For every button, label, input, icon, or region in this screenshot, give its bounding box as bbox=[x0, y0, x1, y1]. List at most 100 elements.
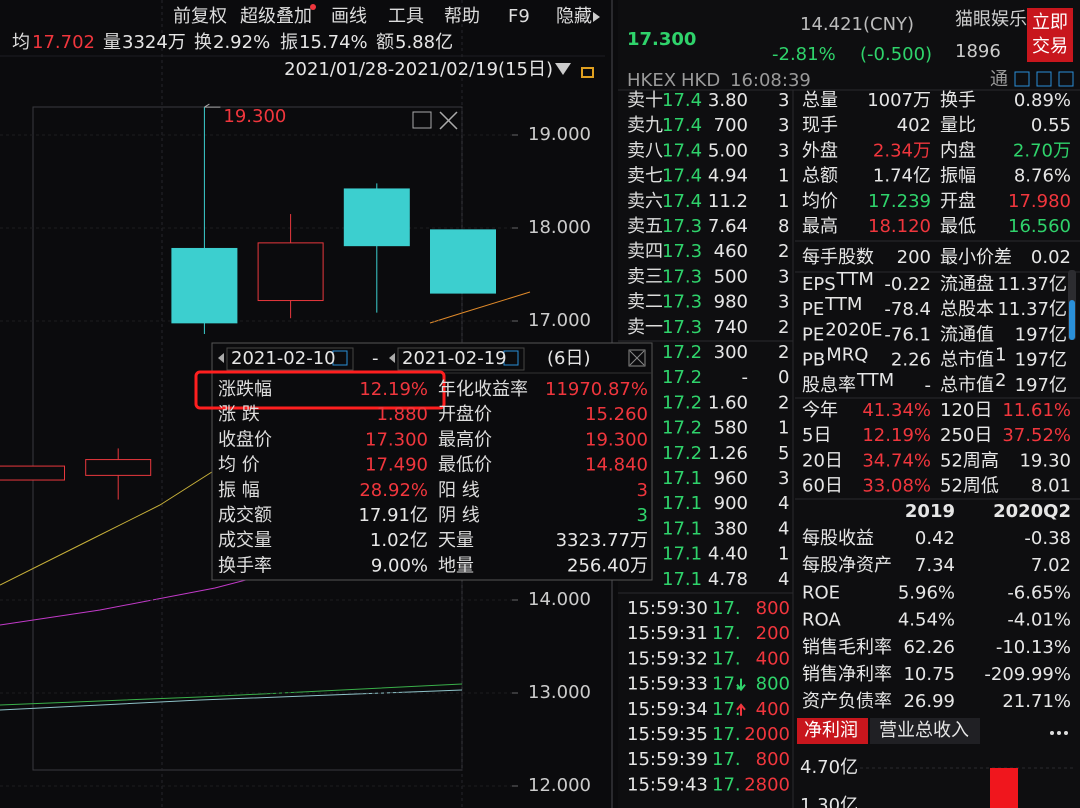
close-icon[interactable] bbox=[439, 111, 458, 130]
date-input[interactable] bbox=[397, 347, 525, 371]
tab-label[interactable]: 净利润 bbox=[804, 720, 858, 741]
ask-volume: 700 bbox=[714, 115, 748, 136]
toolbar-item[interactable]: 工具 bbox=[388, 6, 424, 27]
ask-count: 8 bbox=[778, 216, 789, 237]
tab-active[interactable] bbox=[797, 718, 868, 744]
fin-value: -4.01% bbox=[1007, 610, 1071, 631]
right-panel-bg bbox=[618, 0, 1080, 808]
trade-button[interactable] bbox=[1027, 8, 1073, 62]
collapse-arrow[interactable] bbox=[593, 12, 600, 22]
more-dot[interactable] bbox=[1057, 731, 1061, 735]
calendar-icon[interactable] bbox=[503, 350, 519, 366]
lot-value: 200 bbox=[897, 247, 931, 268]
fin-header: 2019 bbox=[905, 501, 955, 522]
return-value: 8.01 bbox=[1031, 476, 1071, 497]
tab-label[interactable]: 营业总收入 bbox=[879, 720, 969, 741]
bid-price: 17.1 bbox=[662, 544, 702, 565]
connect-badge: 通 bbox=[990, 69, 1008, 90]
superscript: 2 bbox=[995, 370, 1006, 391]
fin-value: 4.54% bbox=[898, 610, 955, 631]
toolbar-item[interactable]: 画线 bbox=[331, 6, 367, 27]
stat-value: 17.490 bbox=[365, 455, 428, 476]
stat-value: 1.02亿 bbox=[370, 530, 428, 551]
trade-time: 15:59:30 bbox=[627, 598, 708, 619]
valuation-value: 11.37亿 bbox=[997, 274, 1067, 295]
tab[interactable] bbox=[870, 718, 980, 744]
tool-icon[interactable] bbox=[1036, 71, 1052, 87]
ask-price: 17.4 bbox=[662, 115, 702, 136]
lock-icon[interactable] bbox=[581, 67, 594, 78]
fin-value: 10.75 bbox=[903, 664, 955, 685]
ask-count: 2 bbox=[778, 317, 789, 338]
toolbar-item[interactable]: 前复权 bbox=[173, 6, 227, 27]
stat-label: 现手 bbox=[802, 115, 838, 136]
trade-price: 17. bbox=[712, 648, 741, 669]
trade-button-text[interactable]: 交易 bbox=[1032, 36, 1068, 57]
stat-label: 收盘价 bbox=[218, 429, 272, 450]
bid-count: 4 bbox=[778, 569, 789, 590]
date-range[interactable]: 2021/01/28-2021/02/19(15日) bbox=[284, 59, 553, 80]
bid-volume: 1.60 bbox=[708, 392, 748, 413]
more-dot[interactable] bbox=[1064, 731, 1068, 735]
ma-line bbox=[0, 683, 463, 706]
ask-volume: 7.64 bbox=[708, 216, 748, 237]
stat-value: 9.00% bbox=[371, 555, 428, 576]
ask-price: 17.3 bbox=[662, 317, 702, 338]
tool-icon[interactable] bbox=[1014, 71, 1030, 87]
close-box[interactable] bbox=[628, 349, 646, 367]
stat-value: 8.76% bbox=[1014, 166, 1071, 187]
stat-value: 17.91亿 bbox=[358, 505, 428, 526]
toolbar-item[interactable]: 帮助 bbox=[444, 6, 480, 27]
toolbar-item[interactable]: F9 bbox=[508, 6, 530, 27]
trade-time: 15:59:35 bbox=[627, 724, 708, 745]
ask-count: 3 bbox=[778, 140, 789, 161]
fin-value: -10.13% bbox=[996, 637, 1071, 658]
tool-icon[interactable] bbox=[1058, 71, 1074, 87]
stat-value: 17.980 bbox=[1008, 191, 1071, 212]
bid-volume: 580 bbox=[714, 418, 748, 439]
stat-label: 振幅 bbox=[940, 166, 976, 187]
stat-value: 1007万 bbox=[867, 90, 931, 111]
ma-line bbox=[0, 469, 216, 586]
toolbar-item[interactable]: 隐藏 bbox=[556, 6, 592, 27]
quote-time: 16:08:39 bbox=[730, 70, 811, 91]
fin-value: 7.02 bbox=[1031, 555, 1071, 576]
ma-line bbox=[0, 574, 266, 626]
mini-axis-label: 4.70亿 bbox=[800, 757, 858, 778]
summary-label: 均 bbox=[12, 32, 30, 53]
return-value: 11.61% bbox=[1002, 400, 1071, 421]
change: (-0.500) bbox=[860, 44, 932, 65]
date-dropdown[interactable] bbox=[555, 63, 571, 75]
stat-value: 17.239 bbox=[868, 191, 931, 212]
date-input[interactable] bbox=[226, 347, 354, 371]
summary-value: 3324万 bbox=[122, 32, 186, 53]
ask-count: 3 bbox=[778, 90, 789, 111]
valuation-label: 流通值 bbox=[940, 324, 994, 345]
bid-price: 17.1 bbox=[662, 518, 702, 539]
bid-count: 3 bbox=[778, 468, 789, 489]
more-dot[interactable] bbox=[1050, 731, 1054, 735]
stat-label: 天量 bbox=[438, 530, 474, 551]
prev-arrow[interactable] bbox=[218, 353, 224, 363]
superscript: 1 bbox=[995, 345, 1006, 366]
return-label: 52周低 bbox=[940, 476, 999, 497]
ask-level: 卖二 bbox=[627, 292, 663, 313]
toolbar-item[interactable]: 超级叠加 bbox=[240, 6, 312, 27]
stat-value: 15.260 bbox=[585, 404, 648, 425]
scrollbar-thumb[interactable] bbox=[1069, 300, 1075, 340]
prev-arrow[interactable] bbox=[389, 353, 395, 363]
stat-value: 17.300 bbox=[365, 429, 428, 450]
stat-label: 涨跌幅 bbox=[218, 379, 272, 400]
return-value: 41.34% bbox=[862, 400, 931, 421]
calendar-icon[interactable] bbox=[332, 350, 348, 366]
valuation-label: 总股本 bbox=[940, 299, 994, 320]
ask-level: 卖七 bbox=[627, 166, 663, 187]
trade-button-text[interactable]: 立即 bbox=[1032, 12, 1068, 33]
stat-label: 振 幅 bbox=[218, 480, 260, 501]
window-icon[interactable] bbox=[412, 111, 432, 129]
return-label: 今年 bbox=[802, 400, 838, 421]
trade-time: 15:59:43 bbox=[627, 774, 708, 795]
return-value: 19.30 bbox=[1019, 450, 1071, 471]
bid-price: 17.1 bbox=[662, 468, 702, 489]
close-icon[interactable] bbox=[629, 350, 645, 366]
